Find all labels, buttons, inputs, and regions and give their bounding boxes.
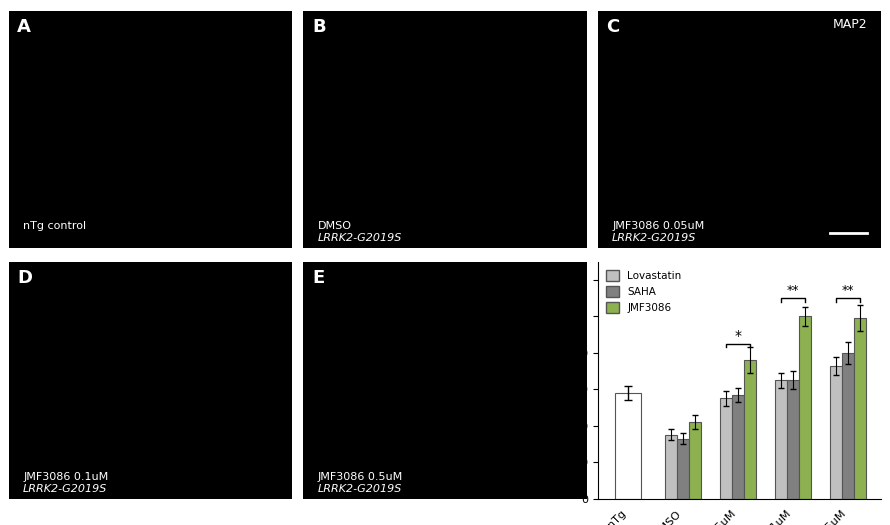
Legend: Lovastatin, SAHA, JMF3086: Lovastatin, SAHA, JMF3086 [603, 267, 684, 316]
Bar [830, 365, 842, 499]
Text: *: * [734, 329, 741, 343]
Text: D: D [18, 269, 32, 287]
Text: LRRK2-G2019S: LRRK2-G2019S [612, 233, 697, 243]
Text: B: B [312, 18, 326, 36]
Text: E: E [312, 269, 324, 287]
Bar [677, 438, 689, 499]
Text: A: A [18, 18, 31, 36]
Text: JMF3086 0.05uM: JMF3086 0.05uM [612, 221, 704, 231]
Text: LRRK2-G2019S: LRRK2-G2019S [318, 233, 402, 243]
Bar [775, 380, 787, 499]
Y-axis label: Neurite length (um): Neurite length (um) [552, 325, 562, 436]
Bar [720, 398, 732, 499]
Bar [744, 360, 756, 499]
Bar [854, 318, 866, 499]
Text: **: ** [787, 285, 799, 297]
Text: JMF3086 0.5uM: JMF3086 0.5uM [318, 472, 403, 482]
Text: C: C [606, 18, 619, 36]
Text: JMF3086 0.1uM: JMF3086 0.1uM [23, 472, 109, 482]
Bar [689, 422, 701, 499]
Bar [665, 435, 677, 499]
Text: MAP2: MAP2 [832, 18, 867, 30]
Bar [842, 353, 854, 499]
Text: LRRK2-G2019S: LRRK2-G2019S [23, 484, 108, 494]
Text: LRRK2-G2019S: LRRK2-G2019S [318, 484, 402, 494]
Text: nTg control: nTg control [23, 221, 86, 231]
Bar [799, 317, 812, 499]
Text: **: ** [842, 285, 854, 297]
Bar [615, 393, 642, 499]
Text: DMSO: DMSO [318, 221, 352, 231]
Bar [732, 395, 744, 499]
Bar [787, 380, 799, 499]
